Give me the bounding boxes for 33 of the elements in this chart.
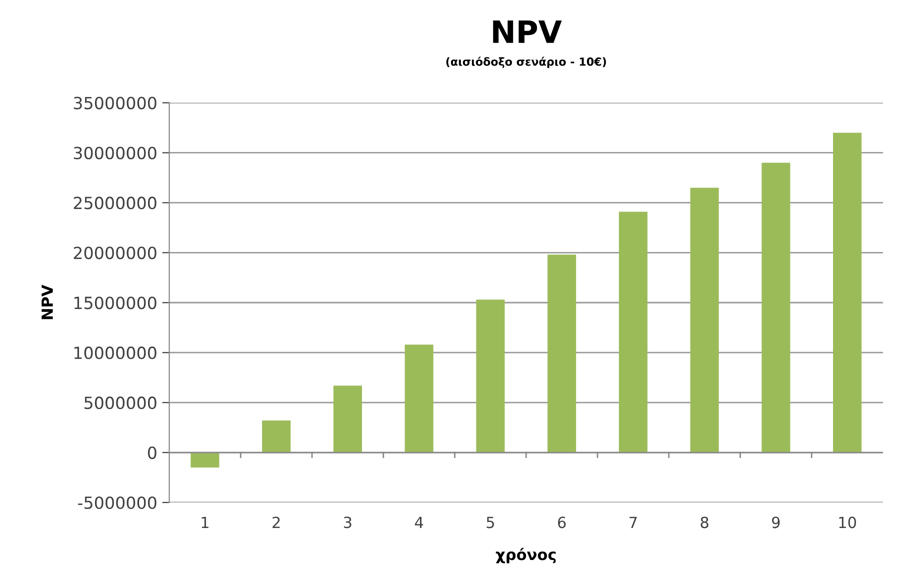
x-tick-label: 4 bbox=[414, 516, 424, 528]
bar bbox=[690, 188, 719, 453]
y-tick-label: 30000000 bbox=[74, 146, 156, 160]
bar bbox=[618, 212, 648, 453]
y-tick-label: 15000000 bbox=[74, 296, 156, 310]
y-tick-label: 20000000 bbox=[74, 246, 156, 260]
bar bbox=[262, 420, 291, 453]
x-axis-title: χρόνος bbox=[496, 548, 556, 564]
x-tick-label: 6 bbox=[558, 516, 566, 528]
y-tick-label: 0 bbox=[148, 446, 156, 460]
chart-subtitle: (αισιόδοξο σενάριο - 10€) bbox=[446, 56, 606, 68]
x-tick-label: 7 bbox=[630, 516, 637, 528]
y-tick-label: 35000000 bbox=[74, 96, 156, 110]
x-tick-label: 5 bbox=[486, 516, 494, 528]
x-tick-label: 1 bbox=[202, 516, 208, 528]
x-tick-label: 10 bbox=[839, 516, 856, 528]
y-tick-label: -5000000 bbox=[78, 496, 156, 510]
bar bbox=[548, 254, 576, 453]
y-tick-label: 25000000 bbox=[74, 196, 156, 210]
bar bbox=[476, 300, 505, 453]
x-tick-label: 2 bbox=[272, 516, 280, 528]
y-axis-title: NPV bbox=[42, 284, 53, 320]
bar bbox=[833, 132, 862, 453]
y-tick-label: 10000000 bbox=[74, 346, 156, 360]
chart-title: NPV bbox=[493, 20, 562, 43]
x-tick-label: 3 bbox=[344, 516, 352, 528]
bar bbox=[762, 162, 790, 453]
y-tick-label: 5000000 bbox=[84, 396, 156, 410]
bar bbox=[404, 344, 434, 453]
x-tick-label: 8 bbox=[700, 516, 708, 528]
bar bbox=[190, 452, 220, 468]
x-tick-label: 9 bbox=[772, 516, 780, 528]
bar bbox=[333, 386, 362, 453]
